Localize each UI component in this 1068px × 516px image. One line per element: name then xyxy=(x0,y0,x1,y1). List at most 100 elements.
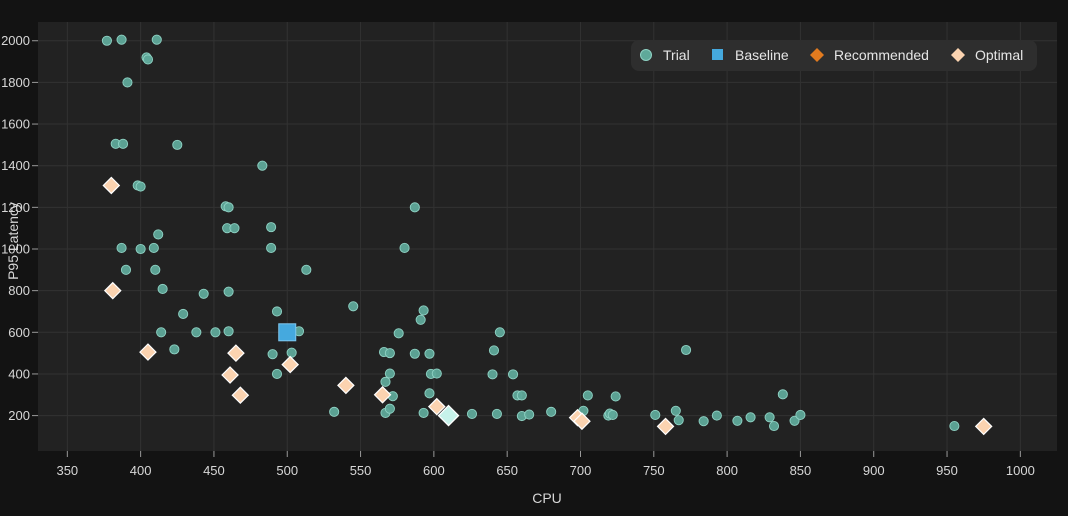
trial-point xyxy=(267,349,278,360)
trial-point xyxy=(516,390,527,401)
legend-optimal-label[interactable]: Optimal xyxy=(975,47,1023,63)
trial-point xyxy=(120,264,132,275)
trial-point xyxy=(122,77,133,88)
y-tick-label: 1400 xyxy=(1,158,30,173)
x-tick-label: 800 xyxy=(716,463,738,478)
y-tick-label: 1600 xyxy=(1,117,30,132)
selected-point xyxy=(437,404,460,427)
legend-optimal-swatch xyxy=(951,48,965,62)
y-tick-label: 1000 xyxy=(1,241,30,256)
trial-point xyxy=(745,412,756,423)
trial-point xyxy=(698,416,709,427)
trial-point xyxy=(607,409,618,421)
trial-point xyxy=(198,288,209,299)
trial-point xyxy=(271,368,283,379)
plot-background xyxy=(38,22,1057,451)
optimal-point xyxy=(221,366,239,384)
optimal-point xyxy=(656,417,675,436)
x-tick-label: 550 xyxy=(350,463,372,478)
legend: Trial Baseline Recommended Optimal xyxy=(631,40,1037,71)
trial-point xyxy=(286,347,297,358)
trial-point xyxy=(135,181,146,192)
trial-point xyxy=(418,407,429,418)
trial-point xyxy=(764,412,775,423)
y-tick-label: 1200 xyxy=(1,200,30,215)
trial-point xyxy=(795,409,806,421)
x-tick-label: 450 xyxy=(203,463,225,478)
trial-point xyxy=(348,301,359,312)
legend-recommended-label[interactable]: Recommended xyxy=(834,47,929,63)
trial-point xyxy=(418,305,429,316)
y-tick-label: 800 xyxy=(8,283,30,298)
x-axis-ticks: 350 400 450 500 550 600 650 700 750 800 850 900 950 1… xyxy=(56,451,1035,478)
legend-recommended-swatch xyxy=(810,48,824,62)
trial-point xyxy=(191,327,202,338)
optimal-point xyxy=(139,343,157,361)
optimal-point xyxy=(974,417,993,436)
optimal-point xyxy=(573,412,591,431)
trial-point xyxy=(384,403,395,414)
trial-point xyxy=(157,283,168,295)
trial-point xyxy=(494,327,505,338)
trial-point xyxy=(399,242,410,254)
y-tick-label: 1800 xyxy=(1,75,30,90)
x-tick-label: 600 xyxy=(423,463,445,478)
trial-point xyxy=(153,229,164,240)
trial-point xyxy=(135,243,146,255)
trial-point xyxy=(301,264,312,275)
trial-point xyxy=(266,242,277,254)
legend-trial-swatch xyxy=(640,49,652,61)
trial-point xyxy=(210,327,221,338)
optimal-point xyxy=(102,176,121,195)
y-tick-label: 600 xyxy=(8,325,30,340)
x-tick-label: 400 xyxy=(130,463,152,478)
grid xyxy=(38,22,1057,451)
trial-point xyxy=(393,328,404,339)
legend-baseline-swatch xyxy=(712,49,723,60)
trial-point xyxy=(488,345,500,356)
trial-point xyxy=(172,139,183,150)
trial-point xyxy=(329,406,340,417)
trial-point xyxy=(681,344,692,356)
trial-point xyxy=(271,306,283,317)
optimal-point xyxy=(103,281,122,300)
legend-baseline-label[interactable]: Baseline xyxy=(735,47,789,63)
trial-point xyxy=(777,389,788,400)
trial-point xyxy=(670,405,681,416)
y-tick-label: 400 xyxy=(8,366,30,381)
trial-point xyxy=(424,348,435,359)
legend-background xyxy=(631,40,1037,71)
optimal-point xyxy=(227,344,245,362)
trial-point xyxy=(178,308,189,320)
optimal-point xyxy=(373,385,392,404)
trial-point xyxy=(949,420,960,432)
trial-point xyxy=(257,160,268,171)
legend-trial-label[interactable]: Trial xyxy=(663,47,690,63)
y-tick-label: 2000 xyxy=(1,33,30,48)
x-tick-label: 350 xyxy=(56,463,78,478)
trial-point xyxy=(150,264,161,275)
trial-point xyxy=(148,242,159,254)
trial-point xyxy=(650,409,661,421)
x-tick-label: 700 xyxy=(570,463,592,478)
x-tick-label: 750 xyxy=(643,463,665,478)
trial-point xyxy=(546,406,557,417)
x-axis-title: CPU xyxy=(532,490,562,506)
trial-point xyxy=(415,314,426,325)
trial-point xyxy=(266,222,277,233)
trial-point xyxy=(466,408,478,419)
trial-point xyxy=(101,35,112,46)
x-tick-label: 650 xyxy=(496,463,518,478)
x-tick-label: 950 xyxy=(936,463,958,478)
trial-point xyxy=(582,390,593,401)
trial-point xyxy=(711,410,722,421)
trial-point xyxy=(229,223,240,234)
trial-point xyxy=(673,415,684,426)
trial-point xyxy=(116,242,127,254)
x-tick-label: 500 xyxy=(276,463,298,478)
trial-point xyxy=(424,388,435,399)
trial-point xyxy=(384,348,395,359)
trial-point xyxy=(409,202,420,213)
data-points xyxy=(101,34,993,436)
